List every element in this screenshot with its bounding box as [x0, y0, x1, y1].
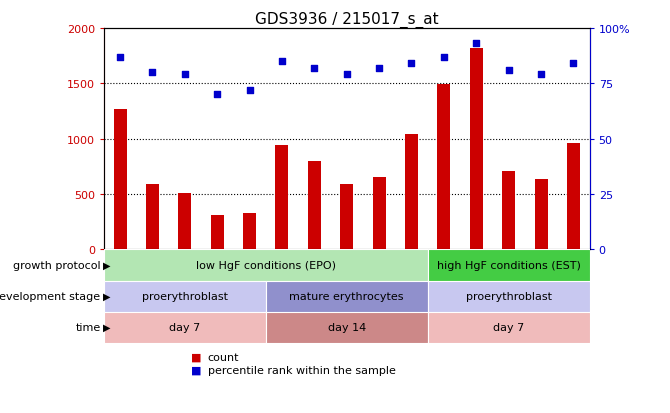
Bar — [114, 109, 127, 250]
Point — [342, 72, 352, 78]
Text: growth protocol: growth protocol — [13, 260, 101, 271]
Point — [406, 61, 417, 68]
Bar — [210, 216, 224, 250]
Point — [277, 59, 287, 65]
Point — [212, 92, 222, 98]
Point — [503, 68, 514, 74]
Bar — [104, 250, 427, 281]
Point — [471, 41, 482, 47]
Point — [244, 88, 255, 94]
Text: low HgF conditions (EPO): low HgF conditions (EPO) — [196, 260, 336, 271]
Text: percentile rank within the sample: percentile rank within the sample — [208, 365, 395, 375]
Point — [309, 65, 320, 72]
Text: day 14: day 14 — [328, 322, 366, 332]
Title: GDS3936 / 215017_s_at: GDS3936 / 215017_s_at — [255, 12, 439, 28]
Point — [115, 55, 125, 61]
Bar — [243, 214, 256, 250]
Bar — [340, 185, 353, 250]
Point — [147, 70, 158, 76]
Bar — [178, 194, 192, 250]
Text: high HgF conditions (EST): high HgF conditions (EST) — [437, 260, 581, 271]
Bar — [146, 185, 159, 250]
Point — [180, 72, 190, 78]
Text: count: count — [208, 352, 239, 362]
Bar — [567, 144, 580, 250]
Bar — [266, 312, 427, 343]
Text: ▶: ▶ — [103, 260, 111, 271]
Bar — [427, 281, 590, 312]
Text: ▶: ▶ — [103, 322, 111, 332]
Point — [374, 65, 385, 72]
Bar — [502, 171, 515, 250]
Text: development stage: development stage — [0, 291, 100, 301]
Bar — [266, 281, 427, 312]
Text: day 7: day 7 — [170, 322, 200, 332]
Bar — [275, 146, 288, 250]
Point — [536, 72, 547, 78]
Bar — [104, 312, 266, 343]
Bar — [405, 135, 418, 250]
Point — [438, 55, 449, 61]
Bar — [427, 250, 590, 281]
Bar — [535, 180, 547, 250]
Text: proerythroblast: proerythroblast — [142, 291, 228, 301]
Text: ■: ■ — [191, 352, 202, 362]
Bar — [373, 178, 386, 250]
Text: day 7: day 7 — [493, 322, 524, 332]
Bar — [104, 281, 266, 312]
Text: proerythroblast: proerythroblast — [466, 291, 551, 301]
Bar — [470, 49, 482, 250]
Point — [568, 61, 579, 68]
Text: ▶: ▶ — [103, 291, 111, 301]
Text: time: time — [75, 322, 100, 332]
Text: mature erythrocytes: mature erythrocytes — [289, 291, 404, 301]
Bar — [438, 85, 450, 250]
Bar — [427, 312, 590, 343]
Text: ■: ■ — [191, 365, 202, 375]
Bar — [308, 161, 321, 250]
